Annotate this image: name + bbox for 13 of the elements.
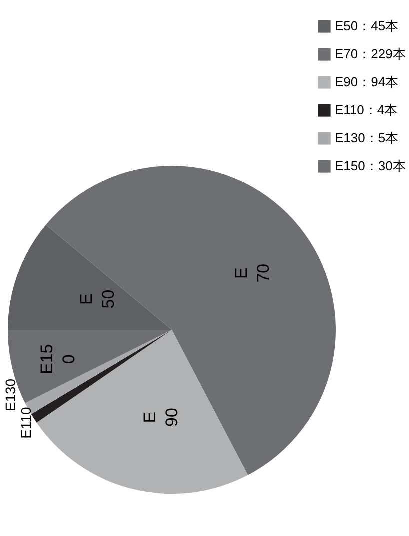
text: E90	[140, 408, 182, 428]
text: E70	[232, 264, 274, 283]
legend-label: E110：4本	[335, 102, 398, 118]
text: E150	[37, 344, 78, 374]
legend-label: E150：30本	[335, 158, 406, 174]
text: E110	[18, 407, 34, 439]
legend-label: E50：45本	[335, 18, 399, 34]
text: E130	[2, 378, 18, 412]
text: E50	[77, 290, 118, 309]
legend-label: E130：5本	[335, 130, 399, 146]
pie-slice	[8, 225, 172, 330]
legend-label: E70：229本	[335, 46, 406, 62]
legend-label: E90：94本	[335, 74, 399, 90]
